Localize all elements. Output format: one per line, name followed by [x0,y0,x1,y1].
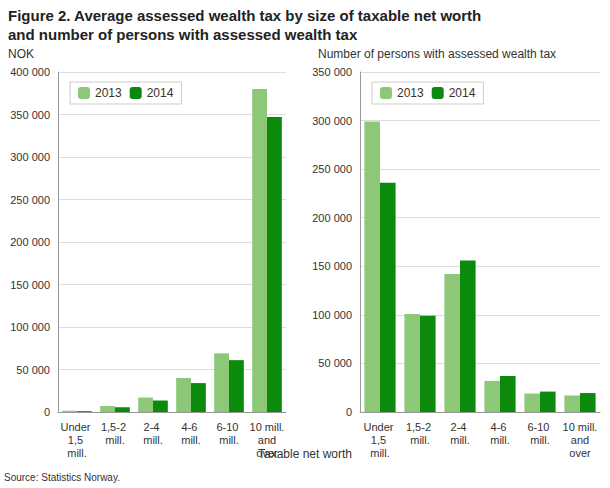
svg-text:over: over [256,447,278,459]
svg-text:NOK: NOK [8,47,34,61]
svg-text:400 000: 400 000 [10,66,50,78]
svg-text:350 000: 350 000 [10,109,50,121]
svg-text:100 000: 100 000 [10,321,50,333]
svg-text:0: 0 [44,406,50,418]
svg-text:10 mill.: 10 mill. [563,421,598,433]
svg-text:50 000: 50 000 [318,357,352,369]
svg-text:250 000: 250 000 [312,163,352,175]
svg-text:200 000: 200 000 [10,236,50,248]
svg-text:300 000: 300 000 [10,151,50,163]
svg-text:50 000: 50 000 [16,364,50,376]
svg-text:mill.: mill. [219,434,239,446]
svg-text:mill.: mill. [410,434,430,446]
svg-text:150 000: 150 000 [10,279,50,291]
svg-text:mill.: mill. [143,434,163,446]
svg-text:1,5-2: 1,5-2 [101,421,129,433]
svg-text:2-4: 2-4 [144,421,163,433]
svg-text:2-4: 2-4 [451,421,470,433]
svg-text:100 000: 100 000 [312,309,352,321]
svg-text:and: and [255,434,279,446]
svg-text:mill.: mill. [450,434,470,446]
svg-text:Under: Under [60,421,93,433]
svg-text:300 000: 300 000 [312,115,352,127]
svg-text:250 000: 250 000 [10,194,50,206]
svg-text:150 000: 150 000 [312,260,352,272]
svg-text:Under: Under [363,421,396,433]
svg-text:Number of persons with assesse: Number of persons with assessed wealth t… [318,47,556,61]
svg-text:and number of persons with ass: and number of persons with assessed weal… [8,26,358,43]
svg-text:Source: Statistics Norway.: Source: Statistics Norway. [4,472,120,483]
svg-text:2014: 2014 [147,86,174,100]
svg-text:6-10: 6-10 [216,421,241,433]
svg-text:2014: 2014 [449,86,476,100]
svg-text:Taxable net worth: Taxable net worth [258,447,352,461]
svg-text:mill.: mill. [490,434,510,446]
svg-text:Figure 2. Average assessed wea: Figure 2. Average assessed wealth tax by… [8,7,485,24]
svg-text:4-6: 4-6 [491,421,510,433]
svg-text:over: over [569,447,591,459]
svg-text:350 000: 350 000 [312,66,352,78]
svg-text:200 000: 200 000 [312,212,352,224]
svg-text:mill.: mill. [530,434,550,446]
svg-text:2013: 2013 [95,86,122,100]
svg-text:4-6: 4-6 [182,421,201,433]
svg-text:1,5: 1,5 [68,434,86,446]
svg-text:1,5: 1,5 [371,434,389,446]
svg-text:mill.: mill. [181,434,201,446]
svg-text:mill.: mill. [105,434,125,446]
svg-text:mill.: mill. [67,447,87,459]
svg-text:mill.: mill. [370,447,390,459]
svg-text:2013: 2013 [397,86,424,100]
svg-text:6-10: 6-10 [527,421,552,433]
svg-text:0: 0 [346,406,352,418]
svg-text:1,5-2: 1,5-2 [406,421,434,433]
svg-text:and: and [568,434,592,446]
svg-text:10 mill.: 10 mill. [250,421,285,433]
